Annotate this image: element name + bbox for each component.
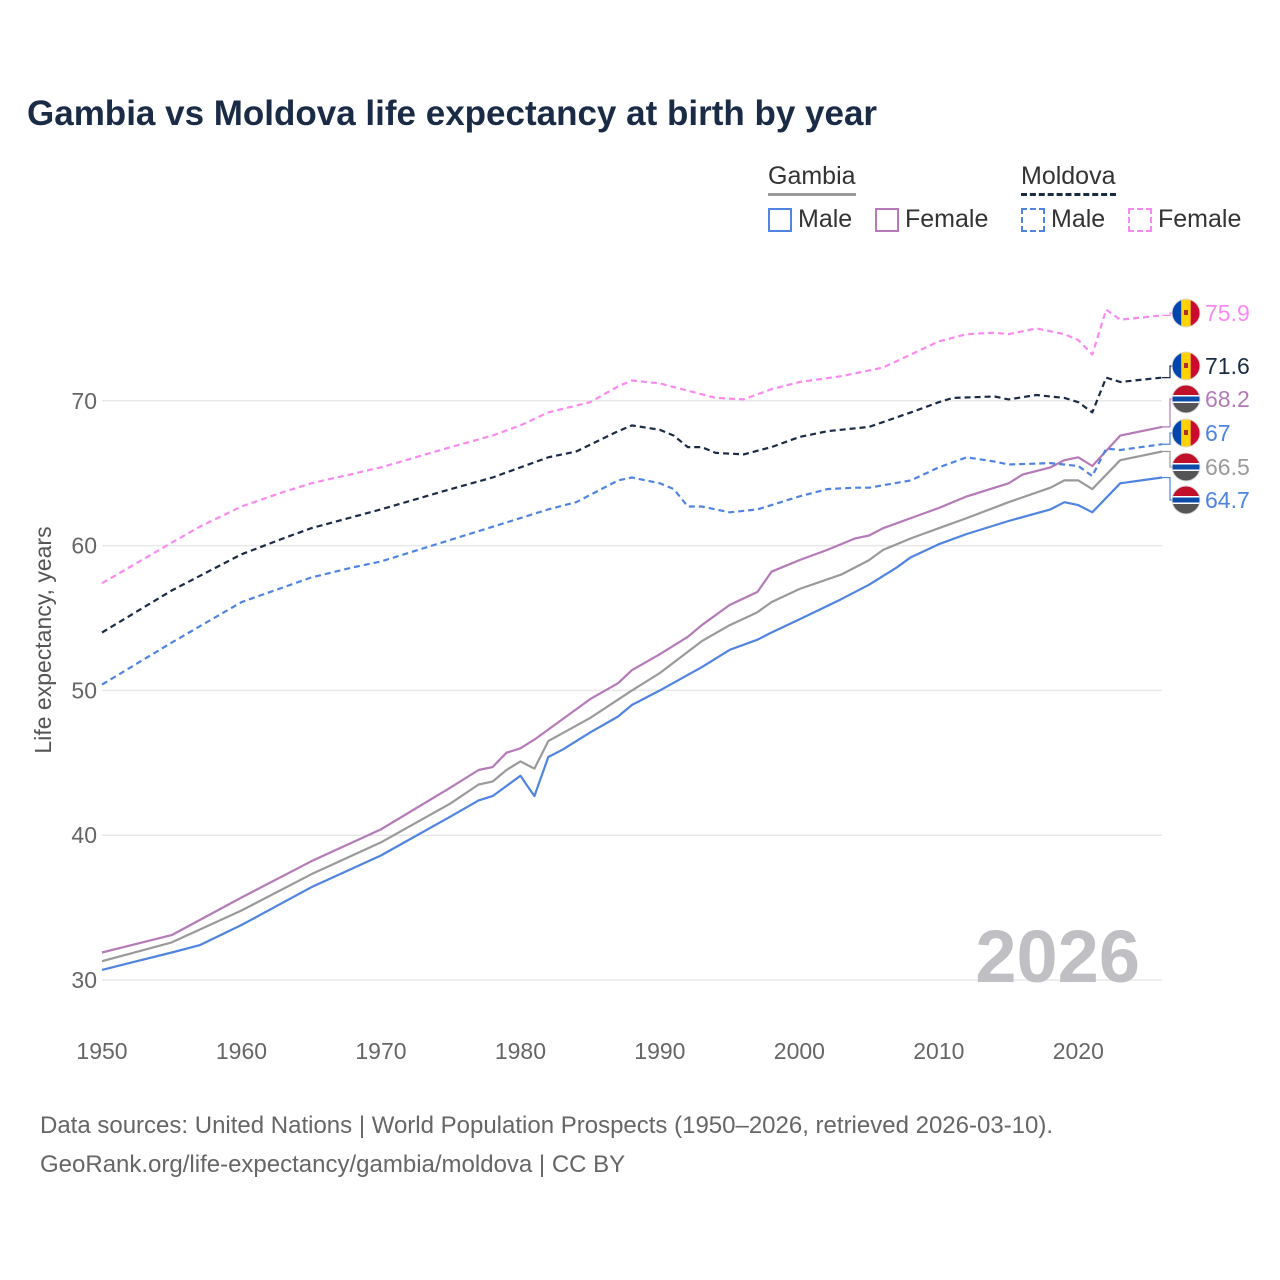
year-watermark: 2026 bbox=[975, 915, 1140, 998]
moldova-flag-icon bbox=[1171, 418, 1201, 448]
x-tick-label: 1980 bbox=[495, 1038, 546, 1064]
x-tick-label: 2000 bbox=[774, 1038, 825, 1064]
series-line-moldova-male bbox=[101, 443, 1163, 686]
series-line-gambia bbox=[101, 450, 1163, 963]
end-value-label: 71.6 bbox=[1205, 353, 1250, 379]
end-value-label: 75.9 bbox=[1205, 300, 1250, 326]
legend-label: Female bbox=[905, 205, 989, 233]
y-tick-label: 60 bbox=[71, 533, 97, 559]
y-tick-label: 30 bbox=[71, 967, 97, 993]
legend-label: Male bbox=[1051, 205, 1106, 233]
legend-swatch bbox=[875, 207, 899, 232]
legend-label: Male bbox=[798, 205, 853, 233]
legend-item-moldova-female[interactable]: Female bbox=[1128, 205, 1241, 234]
end-value-label: 64.7 bbox=[1205, 487, 1250, 513]
series-line-moldova-female bbox=[101, 308, 1163, 585]
moldova-flag-icon bbox=[1171, 298, 1201, 328]
series-line-gambia-male bbox=[101, 476, 1163, 971]
gambia-flag-icon bbox=[1171, 485, 1201, 515]
source-note: Data sources: United Nations | World Pop… bbox=[40, 1106, 1053, 1184]
legend-swatch bbox=[768, 207, 792, 232]
source-link[interactable]: GeoRank.org/life-expectancy/gambia/moldo… bbox=[40, 1151, 626, 1178]
gambia-flag-icon bbox=[1171, 452, 1201, 482]
x-tick-label: 2010 bbox=[913, 1038, 964, 1064]
legend-group-gambia: Gambia bbox=[768, 162, 856, 196]
legend-item-moldova-male[interactable]: Male bbox=[1021, 205, 1105, 234]
source-line: Data sources: United Nations | World Pop… bbox=[40, 1112, 1054, 1139]
legend-swatch bbox=[1021, 207, 1045, 232]
legend-swatch bbox=[1128, 207, 1152, 232]
legend-label: Female bbox=[1158, 205, 1242, 233]
x-tick-label: 2020 bbox=[1053, 1038, 1104, 1064]
y-axis-label: Life expectancy, years bbox=[30, 526, 56, 753]
legend-group-moldova: Moldova bbox=[1021, 162, 1116, 196]
legend-item-gambia-female[interactable]: Female bbox=[875, 205, 988, 234]
gambia-flag-icon bbox=[1171, 384, 1201, 414]
end-value-label: 68.2 bbox=[1205, 386, 1250, 412]
series-line-gambia-female bbox=[101, 425, 1163, 954]
end-value-label: 67 bbox=[1205, 420, 1231, 446]
x-tick-label: 1950 bbox=[76, 1038, 127, 1064]
y-tick-label: 50 bbox=[71, 677, 97, 703]
x-tick-label: 1960 bbox=[216, 1038, 267, 1064]
moldova-flag-icon bbox=[1171, 351, 1201, 381]
y-tick-label: 40 bbox=[71, 822, 97, 848]
x-tick-label: 1990 bbox=[634, 1038, 685, 1064]
legend-item-gambia-male[interactable]: Male bbox=[768, 205, 852, 234]
x-tick-label: 1970 bbox=[355, 1038, 406, 1064]
end-value-label: 66.5 bbox=[1205, 454, 1250, 480]
chart-title: Gambia vs Moldova life expectancy at bir… bbox=[27, 94, 878, 133]
y-tick-label: 70 bbox=[71, 388, 97, 414]
